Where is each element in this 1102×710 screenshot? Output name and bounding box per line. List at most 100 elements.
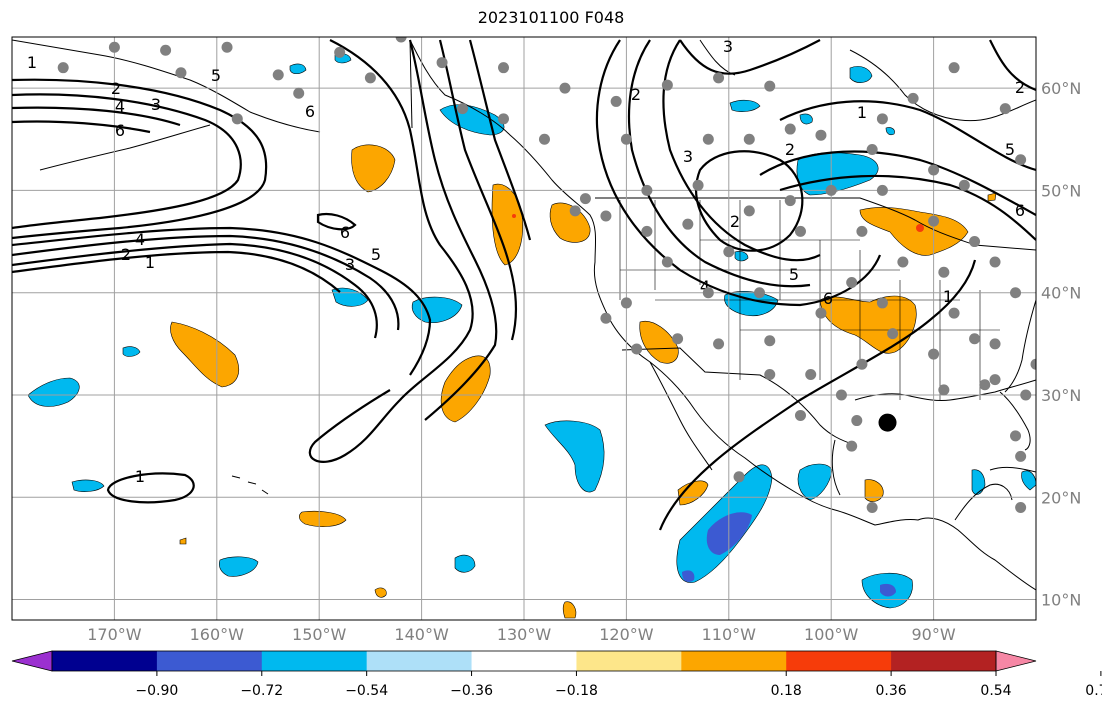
shade-positive	[179, 537, 187, 545]
contour-line	[779, 100, 1036, 172]
lat-tick-label: 60°N	[1041, 79, 1081, 98]
station-dot	[907, 92, 919, 104]
colorbar-tick-label: −0.36	[450, 683, 493, 699]
contour-line	[695, 150, 804, 252]
station-dot	[938, 384, 950, 396]
station-dot	[876, 184, 888, 196]
station-dot	[395, 37, 407, 43]
shade-negative	[799, 113, 813, 125]
station-dot	[851, 415, 863, 427]
station-dot	[938, 266, 950, 278]
station-dot	[969, 236, 981, 248]
lat-tick-label: 40°N	[1041, 284, 1081, 303]
contour-line	[12, 78, 268, 240]
shade-strong-negative	[682, 570, 695, 582]
station-dot	[846, 440, 858, 452]
contour-label: 1	[857, 103, 867, 122]
station-dot	[764, 335, 776, 347]
contour-label: 2	[1015, 78, 1025, 97]
contour-label: 3	[683, 147, 693, 166]
station-dot	[457, 103, 469, 115]
station-dot	[702, 133, 714, 145]
station-dot	[1015, 501, 1027, 513]
station-dot	[948, 62, 960, 74]
station-dot	[784, 123, 796, 135]
station-dot	[835, 389, 847, 401]
station-dot	[856, 358, 868, 370]
shade-negative	[849, 66, 873, 83]
shade-negative	[439, 104, 505, 136]
contour-label: 6	[305, 102, 315, 121]
station-dot	[672, 333, 684, 345]
station-dot	[928, 215, 940, 227]
shade-strong-positive	[512, 214, 516, 218]
station-dot	[856, 225, 868, 237]
colorbar-extend-low	[11, 650, 53, 672]
station-dot	[661, 256, 673, 268]
contour-label: 1	[943, 287, 953, 306]
colorbar-extend-high	[995, 650, 1037, 672]
colorbar-segment	[156, 651, 263, 671]
lon-tick-label: 90°W	[912, 625, 956, 644]
colorbar-tick-label: 0.72	[1085, 683, 1102, 699]
coastline-yucatan	[954, 483, 1013, 521]
lon-tick-label: 150°W	[292, 625, 347, 644]
contour-label: 3	[345, 255, 355, 274]
station-dot	[897, 256, 909, 268]
contour-line	[308, 39, 474, 463]
coastline-hawaii	[231, 475, 269, 495]
station-dot	[1010, 430, 1022, 442]
shade-strong-negative	[706, 512, 752, 555]
contour-line	[759, 150, 1036, 216]
station-dot	[958, 179, 970, 191]
contour-line	[12, 234, 400, 331]
station-dot	[272, 69, 284, 81]
station-dot	[641, 225, 653, 237]
contour-label: 2	[785, 140, 795, 159]
storm-center-marker	[878, 413, 897, 432]
shade-positive	[351, 144, 396, 193]
station-dot	[713, 72, 725, 84]
contour-label: 2	[730, 212, 740, 231]
contour-line	[316, 212, 357, 231]
contour-line	[12, 106, 181, 127]
station-dot	[989, 256, 1001, 268]
station-dot	[1010, 287, 1022, 299]
station-dot	[989, 374, 1001, 386]
station-dot	[293, 87, 305, 99]
lat-tick-label: 20°N	[1041, 488, 1081, 507]
lon-tick-label: 130°W	[497, 625, 552, 644]
station-dot	[498, 62, 510, 74]
station-dot	[620, 297, 632, 309]
colorbar-segment	[891, 651, 997, 671]
contour-line	[627, 39, 811, 288]
contour-layer	[12, 39, 1036, 531]
station-dot	[866, 501, 878, 513]
station-dot	[538, 133, 550, 145]
colorbar-tick-label: 0.54	[980, 683, 1011, 699]
contour-labels: 1 2 3 4 5 6 6 4 2 1 6 5 3 1 2 3 1 2 3 2 …	[27, 37, 1025, 486]
contour-line	[12, 242, 378, 339]
station-dot	[764, 369, 776, 381]
station-dot	[620, 133, 632, 145]
coastline-cuba	[989, 466, 1036, 473]
contour-label: 1	[27, 53, 37, 72]
contour-line	[438, 39, 518, 341]
station-dot	[805, 369, 817, 381]
contour-label: 2	[121, 245, 131, 264]
station-dot	[600, 210, 612, 222]
lon-tick-label: 120°W	[599, 625, 654, 644]
shade-negative	[71, 479, 105, 492]
shade-positive	[677, 480, 709, 506]
contour-label: 5	[211, 66, 221, 85]
shade-negative	[218, 556, 259, 577]
station-dot	[794, 225, 806, 237]
station-dot	[631, 343, 643, 355]
gridlines	[12, 37, 1036, 620]
coastline-baja	[649, 361, 713, 471]
station-dot	[825, 184, 837, 196]
colorbar-tick-label: −0.72	[240, 683, 283, 699]
shade-positive	[819, 295, 917, 354]
contour-line	[658, 259, 977, 531]
colorbar-segment	[366, 651, 473, 671]
